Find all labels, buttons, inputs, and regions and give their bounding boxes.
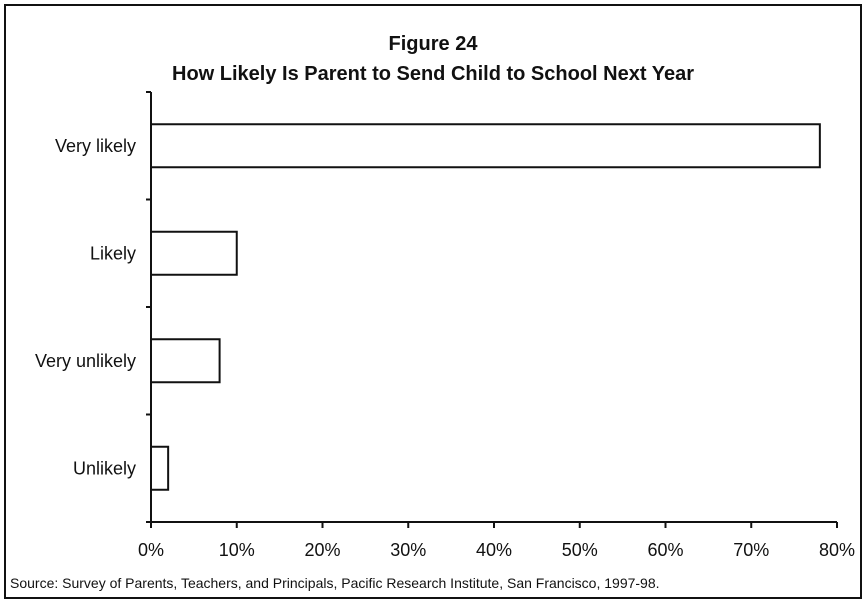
category-label: Very likely — [55, 136, 136, 156]
bar — [150, 230, 238, 276]
x-tick-label: 60% — [647, 540, 683, 560]
x-tick-label: 80% — [819, 540, 855, 560]
x-tick-label: 20% — [304, 540, 340, 560]
category-labels: Very likely Likely Very unlikely Unlikely — [35, 136, 136, 479]
x-tick-label: 70% — [733, 540, 769, 560]
x-tick-label: 0% — [138, 540, 164, 560]
bar — [150, 445, 170, 491]
chart-title: How Likely Is Parent to Send Child to Sc… — [172, 63, 694, 85]
x-tick-label: 10% — [219, 540, 255, 560]
x-tick-labels: 0% 10% 20% 30% 40% 50% 60% 70% 80% — [138, 540, 855, 560]
chart-bars — [150, 123, 821, 491]
bar — [150, 338, 221, 384]
bar — [150, 123, 821, 169]
category-label: Very unlikely — [35, 351, 136, 371]
source-note: Source: Survey of Parents, Teachers, and… — [10, 575, 660, 591]
figure-number: Figure 24 — [388, 33, 478, 55]
x-tick-label: 50% — [562, 540, 598, 560]
category-label: Likely — [90, 243, 136, 263]
x-tick-label: 40% — [476, 540, 512, 560]
chart-frame — [4, 4, 862, 599]
category-label: Unlikely — [73, 458, 136, 478]
x-tick-label: 30% — [390, 540, 426, 560]
